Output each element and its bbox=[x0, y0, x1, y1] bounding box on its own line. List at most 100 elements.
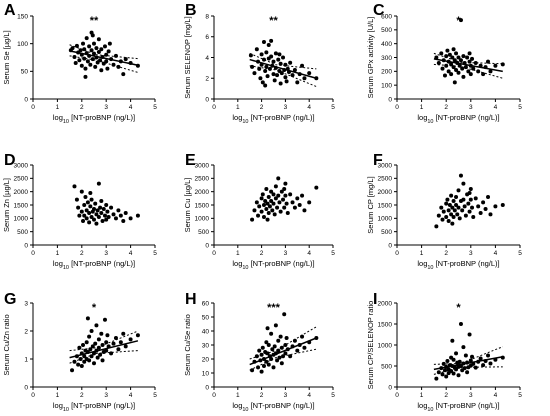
data-point bbox=[92, 41, 96, 46]
y-tick-label: 3000 bbox=[378, 162, 393, 169]
data-point bbox=[468, 197, 473, 202]
data-point bbox=[259, 369, 264, 374]
data-point bbox=[79, 189, 84, 194]
data-point bbox=[478, 356, 483, 361]
regression-line bbox=[433, 58, 503, 73]
data-point bbox=[462, 204, 467, 209]
y-tick-label: 500 bbox=[381, 27, 392, 34]
x-tick-label: 4 bbox=[494, 250, 498, 257]
data-point bbox=[451, 215, 456, 219]
panel-letter: B bbox=[185, 2, 197, 19]
data-point bbox=[470, 354, 475, 359]
data-point bbox=[259, 196, 264, 201]
x-tick-label: 5 bbox=[518, 250, 522, 257]
y-tick-label: 2000 bbox=[195, 189, 210, 196]
x-tick-label: 3 bbox=[469, 104, 473, 111]
x-label-pre: log bbox=[417, 401, 427, 410]
x-tick-label: 0 bbox=[212, 250, 216, 257]
data-point bbox=[445, 48, 450, 53]
confidence-band-upper bbox=[433, 52, 503, 65]
y-tick-label: 1500 bbox=[378, 202, 393, 209]
data-point bbox=[467, 191, 472, 195]
x-label-post: [NT-proBNP (ng/L)] bbox=[69, 113, 135, 122]
data-point bbox=[269, 331, 274, 336]
y-tick-label: 0 bbox=[24, 96, 28, 103]
data-point bbox=[473, 196, 478, 201]
x-tick-label: 1 bbox=[56, 392, 60, 399]
data-point bbox=[99, 331, 104, 336]
data-point bbox=[261, 364, 266, 368]
data-point bbox=[461, 197, 466, 202]
x-tick-label: 4 bbox=[129, 392, 133, 399]
data-point bbox=[95, 208, 100, 213]
y-tick-label: 100 bbox=[17, 41, 28, 48]
data-point bbox=[295, 196, 300, 201]
y-tick-label: 500 bbox=[381, 363, 392, 370]
data-point bbox=[279, 189, 284, 194]
data-point bbox=[439, 51, 444, 56]
data-point bbox=[272, 344, 277, 349]
data-point bbox=[88, 204, 93, 209]
x-tick-label: 2 bbox=[444, 250, 448, 257]
data-point bbox=[269, 38, 274, 43]
data-point bbox=[113, 216, 118, 221]
data-point bbox=[463, 213, 468, 218]
data-point bbox=[252, 71, 257, 76]
x-axis-label: log10 [NT-proBNP (ng/L)] bbox=[232, 401, 314, 413]
data-point bbox=[460, 208, 465, 213]
y-tick-label: 1 bbox=[24, 356, 28, 363]
confidence-band-lower bbox=[249, 348, 317, 371]
data-point bbox=[265, 351, 270, 356]
data-point bbox=[104, 52, 109, 57]
x-axis-label: log10 [NT-proBNP (ng/L)] bbox=[232, 259, 314, 271]
x-tick-label: 2 bbox=[260, 392, 264, 399]
confidence-band-lower bbox=[433, 366, 503, 375]
data-point bbox=[85, 59, 90, 64]
x-tick-label: 4 bbox=[129, 104, 133, 111]
data-point bbox=[266, 195, 271, 199]
data-point bbox=[450, 221, 455, 226]
confidence-band-lower bbox=[433, 63, 503, 79]
data-point bbox=[87, 220, 92, 225]
data-point bbox=[123, 57, 128, 62]
data-point bbox=[106, 215, 111, 219]
x-tick-label: 2 bbox=[80, 392, 84, 399]
data-point bbox=[105, 66, 110, 71]
x-label-sub: 10 bbox=[63, 407, 69, 413]
x-tick-label: 1 bbox=[56, 104, 60, 111]
y-tick-label: 2500 bbox=[378, 176, 393, 183]
data-point bbox=[461, 74, 466, 79]
x-tick-label: 4 bbox=[307, 392, 311, 399]
data-point bbox=[295, 348, 300, 353]
data-point bbox=[254, 354, 259, 359]
data-point bbox=[281, 197, 286, 202]
significance-stars: *** bbox=[267, 302, 281, 314]
data-point bbox=[272, 78, 277, 83]
data-point bbox=[87, 358, 92, 363]
y-tick-label: 0 bbox=[205, 242, 209, 249]
data-point bbox=[99, 211, 104, 215]
data-point bbox=[470, 205, 475, 210]
x-axis-label: log10 [NT-proBNP (ng/L)] bbox=[232, 113, 314, 125]
data-point bbox=[264, 187, 269, 191]
significance-stars: * bbox=[456, 15, 461, 27]
data-point bbox=[88, 191, 93, 195]
confidence-band-upper bbox=[249, 326, 317, 360]
data-point bbox=[84, 340, 89, 345]
data-point bbox=[436, 370, 441, 375]
x-tick-label: 0 bbox=[212, 392, 216, 399]
panel-g: G * 0 1 2 3 4 5 0 1 2 3 log10 [NT-proBNP (ng/L)] Seru… bbox=[2, 291, 157, 413]
data-point bbox=[478, 211, 483, 215]
data-point bbox=[95, 355, 100, 360]
data-point bbox=[440, 217, 445, 222]
x-tick-label: 0 bbox=[31, 392, 35, 399]
y-tick-label: 1000 bbox=[195, 216, 210, 223]
data-point bbox=[458, 58, 463, 63]
data-point bbox=[99, 199, 104, 203]
x-tick-label: 5 bbox=[518, 392, 522, 399]
data-point bbox=[300, 193, 305, 198]
data-point bbox=[451, 47, 456, 52]
data-point bbox=[96, 337, 101, 342]
x-tick-label: 5 bbox=[331, 392, 335, 399]
data-point bbox=[455, 212, 460, 217]
